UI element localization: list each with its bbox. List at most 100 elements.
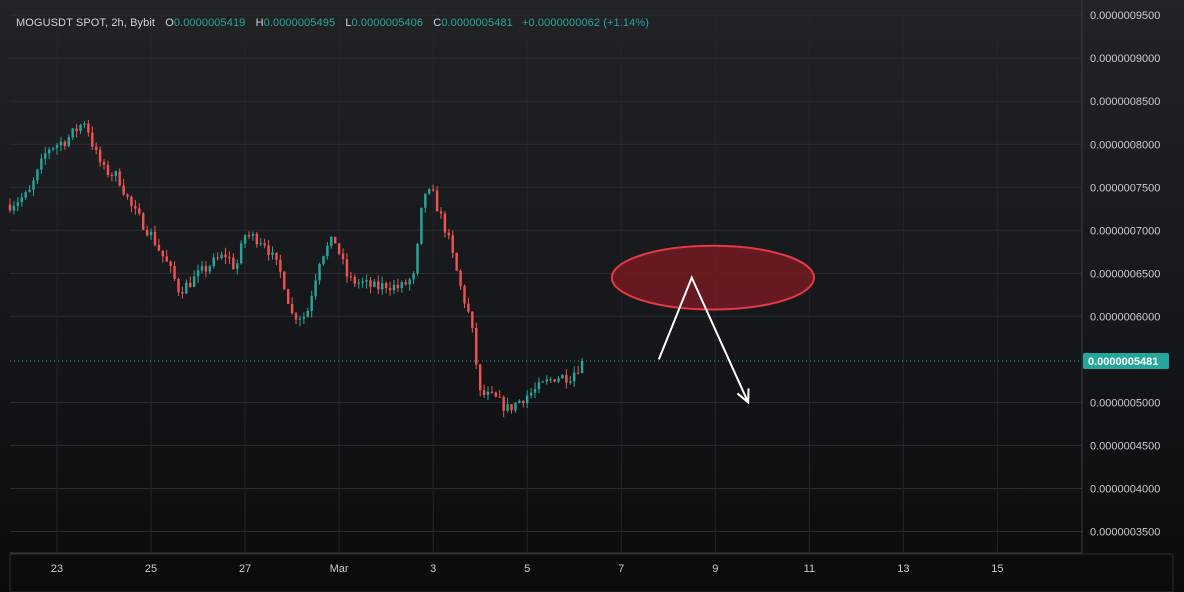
candle-body <box>557 378 560 382</box>
last-price-tag <box>1083 353 1169 370</box>
x-axis-panel <box>9 553 1174 592</box>
candle-body <box>549 379 552 381</box>
candle-body <box>283 271 286 290</box>
candle-body <box>130 196 133 206</box>
candle-body <box>420 207 423 244</box>
candle-body <box>12 205 16 211</box>
candle-body <box>431 189 435 191</box>
candle-body <box>490 391 494 393</box>
candle-body <box>541 381 545 383</box>
y-tick-label: 0.0000009000 <box>1090 53 1160 65</box>
candle-body <box>75 128 78 132</box>
candle-body <box>255 234 259 245</box>
candle-body <box>533 389 537 393</box>
candle-body <box>373 281 376 287</box>
candle-body <box>106 164 110 175</box>
candle-body <box>177 279 180 293</box>
high-value: 0.0000005495 <box>263 17 336 29</box>
candle-body <box>306 310 309 318</box>
candle-body <box>212 257 215 267</box>
candle-body <box>518 400 521 403</box>
close-label: C <box>433 17 442 29</box>
plot-area <box>10 4 1082 553</box>
candle-body <box>525 395 529 404</box>
candle-body <box>16 202 20 206</box>
symbol-title[interactable]: MOGUSDT SPOT, 2h, Bybit <box>16 17 156 29</box>
y-tick-label: 0.0000003500 <box>1090 526 1160 538</box>
candle-body <box>157 244 161 251</box>
open-value: 0.0000005419 <box>173 17 246 29</box>
candle-body <box>400 282 404 289</box>
candle-body <box>412 273 415 280</box>
candle-body <box>310 296 313 311</box>
candle-body <box>173 266 176 280</box>
candle-body <box>569 381 572 383</box>
candle-body <box>28 189 31 193</box>
candle-body <box>388 288 392 291</box>
candle-body <box>224 254 227 258</box>
y-tick-label: 0.0000004000 <box>1090 483 1160 495</box>
candle-body <box>126 194 129 197</box>
candle-body <box>44 153 47 159</box>
x-tick-label: 15 <box>991 563 1003 575</box>
candle-body <box>271 252 274 256</box>
candle-body <box>326 245 329 257</box>
projection-path <box>657 275 750 403</box>
candle-body <box>357 282 360 284</box>
candle-body <box>232 257 235 269</box>
candle-body <box>102 161 106 165</box>
resistance-zone <box>610 244 816 311</box>
candle-body <box>142 213 145 230</box>
x-tick-label: 27 <box>239 563 251 575</box>
candle-body <box>169 261 172 267</box>
high-label: H <box>255 17 264 29</box>
candle-body <box>498 396 501 398</box>
candle-body <box>424 193 427 208</box>
candle-body <box>251 234 255 236</box>
candle-body <box>91 132 94 147</box>
candle-body <box>263 243 266 246</box>
candle-body <box>478 364 482 391</box>
candle-body <box>486 391 490 395</box>
candle-body <box>330 236 333 246</box>
candle-body <box>94 146 98 150</box>
y-tick-label: 0.0000005000 <box>1090 397 1160 409</box>
candle-body <box>122 185 125 195</box>
candle-body <box>161 250 165 257</box>
candle-body <box>236 263 239 269</box>
candle-body <box>345 259 349 277</box>
candle-body <box>494 392 498 397</box>
candle-body <box>384 283 388 289</box>
candle-body <box>565 374 568 383</box>
candle-body <box>47 149 51 154</box>
candle-body <box>416 243 419 274</box>
ohlc-legend: MOGUSDT SPOT, 2h, Bybit O0.0000005419 H0… <box>16 17 649 29</box>
candle-body <box>463 286 466 304</box>
candle-body <box>79 124 82 132</box>
candle-body <box>59 141 63 146</box>
candle-body <box>40 158 43 170</box>
candle-body <box>377 281 380 290</box>
candle-body <box>537 382 541 390</box>
candle-body <box>114 171 118 176</box>
candle-body <box>392 284 396 291</box>
candle-body <box>475 327 478 365</box>
candle-body <box>580 361 584 374</box>
candle-body <box>510 404 513 411</box>
candle-body <box>24 192 27 198</box>
candle-body <box>318 264 321 281</box>
candle-body <box>138 208 141 214</box>
candle-body <box>545 379 548 382</box>
x-tick-label: 5 <box>524 563 530 575</box>
candle-body <box>361 281 364 283</box>
candle-body <box>98 149 102 162</box>
candle-body <box>459 270 462 287</box>
x-tick-label: 9 <box>712 563 718 575</box>
candle-body <box>220 254 223 259</box>
x-tick-label: 3 <box>430 563 436 575</box>
open-label: O <box>165 17 174 29</box>
candle-body <box>471 311 474 328</box>
candle-body <box>381 283 384 290</box>
